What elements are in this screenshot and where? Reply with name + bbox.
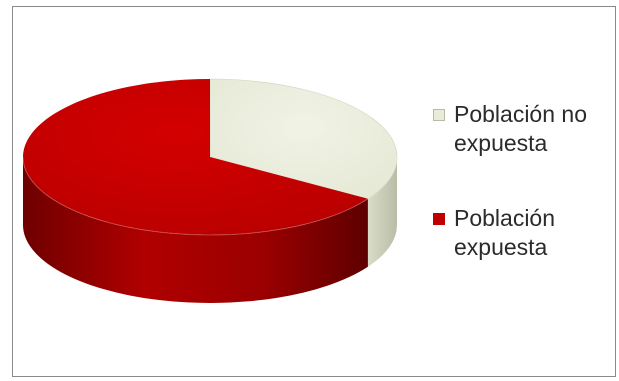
pie-side-no-expuesta: [367, 157, 397, 267]
legend-label-no-expuesta: Población no expuesta: [454, 101, 587, 156]
legend-swatch-no-expuesta: [433, 109, 445, 121]
legend-swatch-expuesta: [433, 213, 445, 225]
legend-label-expuesta: Población expuesta: [454, 205, 556, 260]
pie-slice-no-expuesta: [209, 78, 398, 200]
legend-item-expuesta: Población expuesta: [430, 204, 615, 262]
chart-legend: Población no expuesta Población expuesta: [430, 100, 615, 308]
pie-side-expuesta: [23, 157, 368, 303]
pie-rim-highlight: [22, 156, 398, 236]
pie-slice-expuesta: [22, 79, 368, 235]
legend-item-no-expuesta: Población no expuesta: [430, 100, 615, 158]
